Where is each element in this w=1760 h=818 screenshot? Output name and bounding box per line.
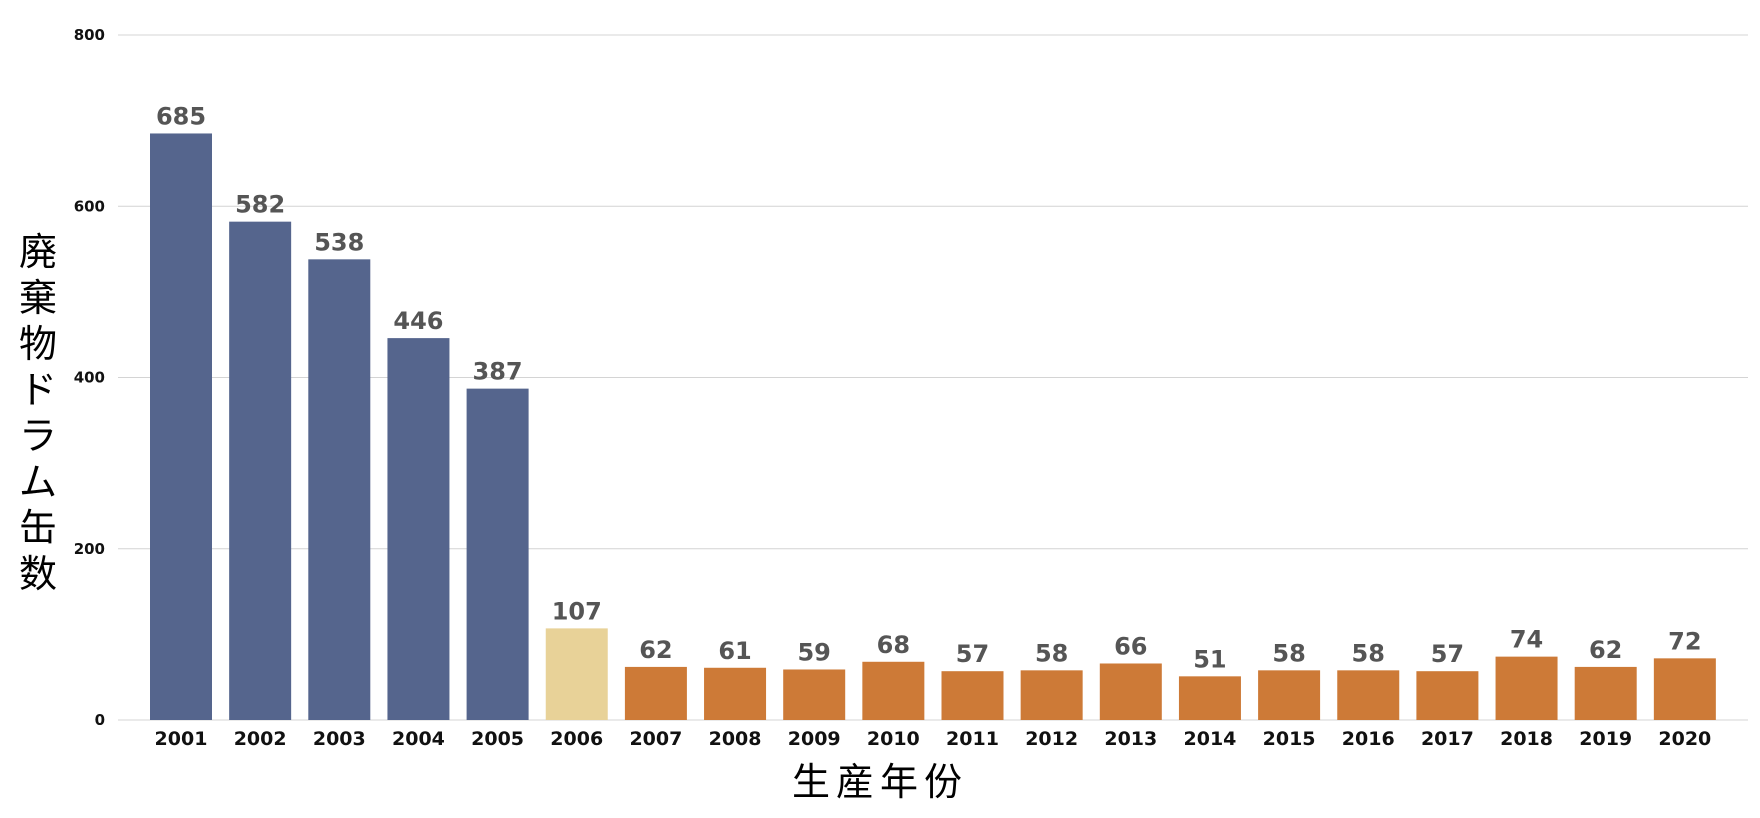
x-axis-title: 生産年份 — [792, 760, 968, 804]
bar-2002 — [229, 221, 292, 720]
x-tick-label-2008: 2008 — [709, 728, 762, 750]
y-tick-label: 0 — [95, 711, 105, 729]
data-label-2006: 107 — [552, 597, 602, 625]
bar-2005 — [466, 388, 529, 720]
bar-2010 — [862, 661, 925, 720]
bar-2012 — [1020, 670, 1083, 720]
y-axis-title: 廃棄物ドラム缶数 — [19, 230, 57, 596]
x-tick-label-2006: 2006 — [550, 728, 603, 750]
data-label-2012: 58 — [1035, 639, 1068, 667]
x-tick-label-2011: 2011 — [946, 728, 999, 750]
y-tick-label: 400 — [74, 369, 105, 387]
data-label-2016: 58 — [1352, 639, 1385, 667]
data-label-2005: 387 — [473, 358, 523, 386]
data-label-2001: 685 — [156, 102, 206, 130]
bar-2007 — [624, 666, 687, 720]
x-tick-label-2012: 2012 — [1025, 728, 1078, 750]
x-tick-label-2019: 2019 — [1579, 728, 1632, 750]
bar-2006 — [545, 628, 608, 720]
data-label-2020: 72 — [1668, 627, 1701, 655]
x-tick-label-2005: 2005 — [471, 728, 524, 750]
data-label-2009: 59 — [797, 638, 830, 666]
x-tick-label-2003: 2003 — [313, 728, 366, 750]
x-tick-label-2004: 2004 — [392, 728, 445, 750]
x-tick-label-2014: 2014 — [1184, 728, 1237, 750]
bar-2011 — [941, 671, 1004, 720]
data-label-2002: 582 — [235, 191, 285, 219]
x-tick-label-2013: 2013 — [1104, 728, 1157, 750]
data-label-2008: 61 — [718, 637, 751, 665]
data-labels: 685 582 538 446 387 107 62 61 59 68 57 58 66 51 58 58 57… — [156, 102, 1702, 673]
x-axis-ticks: 2001 2002 2003 2004 2005 2006 2007 2008 2009 2010… — [155, 728, 1712, 750]
y-tick-label: 600 — [74, 197, 105, 215]
data-label-2007: 62 — [639, 636, 672, 664]
bar-2008 — [704, 667, 767, 720]
data-label-2004: 446 — [393, 307, 443, 335]
data-label-2014: 51 — [1193, 645, 1226, 673]
bar-2020 — [1653, 658, 1716, 720]
x-tick-label-2002: 2002 — [234, 728, 287, 750]
x-tick-label-2020: 2020 — [1658, 728, 1711, 750]
bar-2017 — [1416, 671, 1479, 720]
y-tick-label: 200 — [74, 540, 105, 558]
bar-2013 — [1099, 663, 1162, 720]
bar-2003 — [308, 259, 371, 720]
x-tick-label-2015: 2015 — [1263, 728, 1316, 750]
x-tick-label-2001: 2001 — [155, 728, 208, 750]
bar-2016 — [1337, 670, 1400, 720]
y-axis-ticks: 0 200 400 600 800 — [74, 26, 105, 729]
y-tick-label: 800 — [74, 26, 105, 44]
data-label-2013: 66 — [1114, 632, 1147, 660]
bar-2001 — [150, 133, 212, 720]
data-label-2017: 57 — [1431, 640, 1464, 668]
data-label-2015: 58 — [1272, 639, 1305, 667]
bar-2019 — [1574, 666, 1637, 720]
bar-2015 — [1258, 670, 1321, 720]
x-tick-label-2017: 2017 — [1421, 728, 1474, 750]
data-label-2019: 62 — [1589, 636, 1622, 664]
bars — [150, 133, 1716, 720]
bar-2014 — [1178, 676, 1241, 720]
data-label-2003: 538 — [314, 228, 364, 256]
bar-2009 — [783, 669, 846, 720]
x-tick-label-2007: 2007 — [629, 728, 682, 750]
x-tick-label-2016: 2016 — [1342, 728, 1395, 750]
data-label-2018: 74 — [1510, 626, 1543, 654]
x-tick-label-2018: 2018 — [1500, 728, 1553, 750]
data-label-2010: 68 — [877, 631, 910, 659]
x-tick-label-2010: 2010 — [867, 728, 920, 750]
x-tick-label-2009: 2009 — [788, 728, 841, 750]
data-label-2011: 57 — [956, 640, 989, 668]
bar-2018 — [1495, 656, 1558, 720]
bar-2004 — [387, 338, 450, 720]
